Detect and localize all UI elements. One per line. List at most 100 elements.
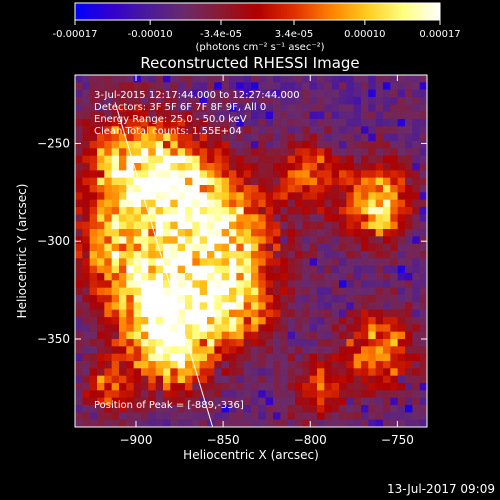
heatmap-cell	[258, 251, 267, 259]
heatmap-cell	[192, 97, 201, 105]
heatmap-cell	[324, 214, 333, 223]
heatmap-cell	[119, 163, 127, 171]
heatmap-cell	[229, 185, 237, 193]
heatmap-cell	[346, 419, 355, 427]
heatmap-cell	[258, 243, 267, 252]
heatmap-cell	[361, 236, 369, 245]
heatmap-cell	[331, 324, 340, 333]
heatmap-cell	[185, 170, 193, 179]
heatmap-cell	[177, 133, 186, 142]
heatmap-cell	[309, 170, 318, 179]
heatmap-cell	[155, 353, 164, 362]
heatmap-cell	[331, 236, 340, 245]
heatmap-cell	[295, 412, 303, 421]
heatmap-cell	[375, 280, 384, 289]
heatmap-cell	[141, 75, 149, 83]
heatmap-cell	[390, 221, 399, 230]
heatmap-cell	[155, 221, 164, 230]
heatmap-cell	[258, 339, 267, 347]
heatmap-cell	[339, 104, 347, 113]
heatmap-cell	[170, 155, 179, 164]
heatmap-cell	[353, 309, 362, 318]
heatmap-cell	[287, 75, 296, 83]
heatmap-cell	[295, 258, 303, 267]
heatmap-cell	[295, 111, 303, 120]
heatmap-cell	[339, 412, 347, 421]
heatmap-cell	[309, 185, 318, 193]
heatmap-cell	[317, 177, 325, 186]
heatmap-cell	[185, 419, 193, 427]
heatmap-cell	[295, 221, 303, 230]
heatmap-cell	[265, 243, 274, 252]
heatmap-cell	[273, 97, 281, 105]
heatmap-cell	[346, 251, 355, 259]
heatmap-cell	[163, 133, 171, 142]
heatmap-cell	[104, 390, 113, 399]
heatmap-cell	[390, 192, 399, 201]
heatmap-cell	[273, 353, 281, 362]
heatmap-cell	[383, 111, 391, 120]
heatmap-cell	[75, 383, 83, 391]
heatmap-cell	[295, 243, 303, 252]
heatmap-cell	[89, 214, 98, 223]
heatmap-cell	[405, 75, 413, 83]
heatmap-cell	[353, 405, 362, 413]
heatmap-cell	[265, 163, 274, 171]
heatmap-cell	[397, 273, 406, 281]
heatmap-cell	[236, 258, 245, 267]
heatmap-cell	[141, 148, 149, 157]
heatmap-cell	[397, 141, 406, 149]
heatmap-cell	[192, 148, 201, 157]
heatmap-cell	[185, 236, 193, 245]
heatmap-cell	[280, 185, 289, 193]
heatmap-cell	[346, 207, 355, 215]
heatmap-cell	[214, 177, 223, 186]
heatmap-cell	[251, 397, 259, 406]
heatmap-cell	[383, 199, 391, 208]
heatmap-cell	[405, 331, 413, 340]
heatmap-cell	[75, 185, 83, 193]
heatmap-cell	[390, 375, 399, 384]
heatmap-cell	[243, 199, 252, 208]
heatmap-cell	[111, 353, 120, 362]
heatmap-cell	[89, 309, 98, 318]
heatmap-cell	[375, 273, 384, 281]
heatmap-cell	[177, 82, 186, 91]
heatmap-cell	[287, 273, 296, 281]
heatmap-cell	[265, 375, 274, 384]
heatmap-cell	[375, 368, 384, 377]
heatmap-cell	[412, 170, 421, 179]
heatmap-cell	[353, 361, 362, 369]
heatmap-cell	[331, 199, 340, 208]
heatmap-cell	[207, 287, 215, 296]
heatmap-cell	[273, 331, 281, 340]
heatmap-cell	[119, 273, 127, 281]
heatmap-cell	[141, 177, 149, 186]
heatmap-cell	[82, 331, 91, 340]
heatmap-cell	[361, 243, 369, 252]
heatmap-cell	[111, 375, 120, 384]
heatmap-cell	[141, 185, 149, 193]
heatmap-cell	[251, 295, 259, 303]
heatmap-cell	[317, 412, 325, 421]
heatmap-cell	[148, 89, 157, 98]
heatmap-cell	[265, 97, 274, 105]
heatmap-cell	[251, 170, 259, 179]
heatmap-cell	[412, 302, 421, 311]
heatmap-cell	[353, 126, 362, 135]
heatmap-cell	[82, 397, 91, 406]
heatmap-cell	[302, 302, 311, 311]
heatmap-cell	[295, 265, 303, 274]
heatmap-cell	[229, 317, 237, 325]
heatmap-cell	[346, 236, 355, 245]
heatmap-cell	[207, 243, 215, 252]
heatmap-cell	[214, 375, 223, 384]
heatmap-cell	[214, 324, 223, 333]
heatmap-cell	[214, 141, 223, 149]
heatmap-cell	[192, 221, 201, 230]
heatmap-cell	[375, 383, 384, 391]
heatmap-cell	[368, 419, 377, 427]
heatmap-cell	[258, 155, 267, 164]
heatmap-cell	[309, 280, 318, 289]
heatmap-cell	[324, 419, 333, 427]
